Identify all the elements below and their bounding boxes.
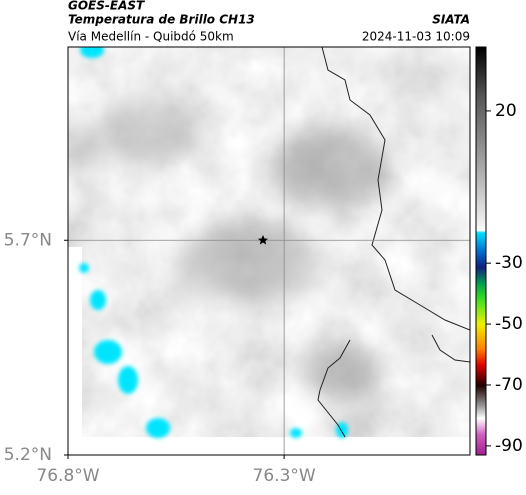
y-tick-label: 5.7°N <box>4 230 52 250</box>
satellite-image <box>68 47 470 438</box>
colorbar-tick-label: -90 <box>495 436 523 456</box>
x-tick-label: 76.3°W <box>253 466 316 486</box>
subtitle: Temperatura de Brillo CH13 <box>68 13 255 27</box>
colorbar <box>475 46 487 456</box>
timestamp: 2024-11-03 10:09 <box>362 30 470 44</box>
map-frame <box>67 46 471 456</box>
source: SIATA <box>432 13 470 27</box>
colorbar-tick-label: -50 <box>495 314 523 334</box>
colorbar-tick-label: -70 <box>495 375 523 395</box>
center-marker <box>258 235 268 245</box>
title: GOES-EAST <box>68 0 145 13</box>
colorbar-tick-label: 20 <box>495 101 517 121</box>
colorbar-tick-label: -30 <box>495 253 523 273</box>
region: Vía Medellín - Quibdó 50km <box>68 30 234 44</box>
x-tick-label: 76.8°W <box>36 466 99 486</box>
y-tick-label: 5.2°N <box>4 445 52 465</box>
